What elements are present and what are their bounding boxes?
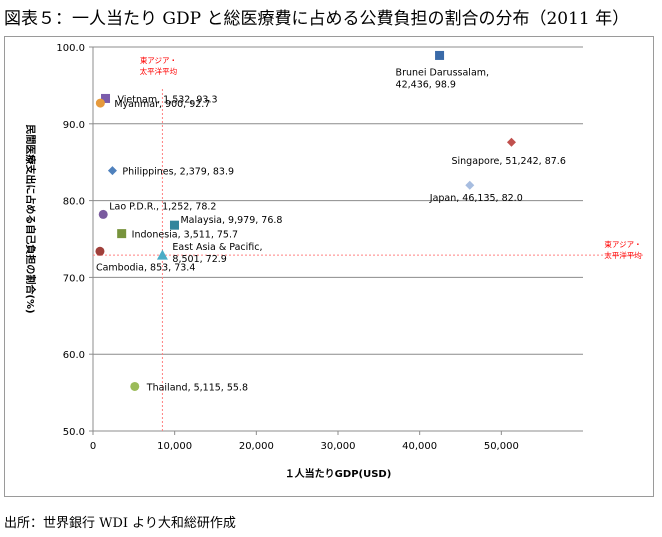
point-malaysia-label: Malaysia, 9,979, 76.8 <box>180 215 282 226</box>
point-myanmar-label: Myanmar, 900, 92.7 <box>114 99 210 110</box>
figure-title: 図表５：一人当たり GDP と総医療費に占める公費負担の割合の分布（2011 年… <box>4 9 630 29</box>
point-vietnam-marker <box>101 93 111 103</box>
point-cambodia-marker <box>95 246 105 256</box>
source-note: 出所：世界銀行 WDI より大和総研作成 <box>4 516 236 531</box>
chart-frame: 50.0 60.0 70.0 80.0 90.0 100.0 0 10,000 20,000 30… <box>4 36 654 497</box>
y-tick-label: 90.0 <box>63 120 85 131</box>
reference-horizontal-label: 東アジア・太平洋平均 <box>604 239 642 260</box>
x-axis-title: １人当たりGDP(USD) <box>285 467 392 480</box>
x-tick-label: 50,000 <box>484 441 519 452</box>
point-malaysia-marker <box>169 220 179 230</box>
point-indonesia-label: Indonesia, 3,511, 75.7 <box>132 230 238 241</box>
point-thailand-marker <box>130 381 140 391</box>
point-brunei-darussalam-marker <box>435 50 445 60</box>
x-tick-label: 30,000 <box>321 441 356 452</box>
x-tick-label: 20,000 <box>239 441 274 452</box>
y-tick-label: 80.0 <box>63 197 85 208</box>
reference-vertical-label: 東アジア・太平洋平均 <box>140 55 178 76</box>
point-brunei-darussalam-label: Brunei Darussalam, 42,436, 98.9 <box>396 67 490 90</box>
point-vietnam-label: Vietnam, 1,532, 93.3 <box>118 94 218 105</box>
x-tick-label: 40,000 <box>402 441 437 452</box>
point-japan-marker <box>465 180 475 190</box>
point-east-asia-pacific-label: East Asia & Pacific, 8,501, 72.9 <box>172 242 262 265</box>
point-philippines-marker <box>107 166 117 176</box>
point-indonesia-marker <box>117 229 127 239</box>
x-tick-label: 0 <box>90 441 96 452</box>
y-tick-label: 70.0 <box>63 273 85 284</box>
point-thailand-label: Thailand, 5,115, 55.8 <box>146 382 248 393</box>
point-philippines-label: Philippines, 2,379, 83.9 <box>122 167 234 178</box>
point-myanmar-marker <box>95 98 105 108</box>
point-singapore-marker <box>506 137 516 147</box>
x-tick-label: 10,000 <box>157 441 192 452</box>
point-lao-p-d-r-marker <box>98 209 108 219</box>
point-japan-label: Japan, 46,135, 82.0 <box>429 193 523 204</box>
point-lao-p-d-r-label: Lao P.D.R., 1,252, 78.2 <box>109 201 216 212</box>
point-cambodia-label: Cambodia, 853, 73.4 <box>96 262 195 273</box>
point-singapore-label: Singapore, 51,242, 87.6 <box>451 156 565 167</box>
point-east-asia-pacific-marker <box>156 249 168 260</box>
y-tick-label: 60.0 <box>63 350 85 361</box>
y-axis-title: 民間医療支出に占める自己負担の割合(%) <box>24 124 37 313</box>
y-tick-label: 100.0 <box>56 43 85 54</box>
scatter-chart: 50.0 60.0 70.0 80.0 90.0 100.0 0 10,000 20,000 30… <box>24 43 643 480</box>
y-tick-label: 50.0 <box>63 427 85 438</box>
